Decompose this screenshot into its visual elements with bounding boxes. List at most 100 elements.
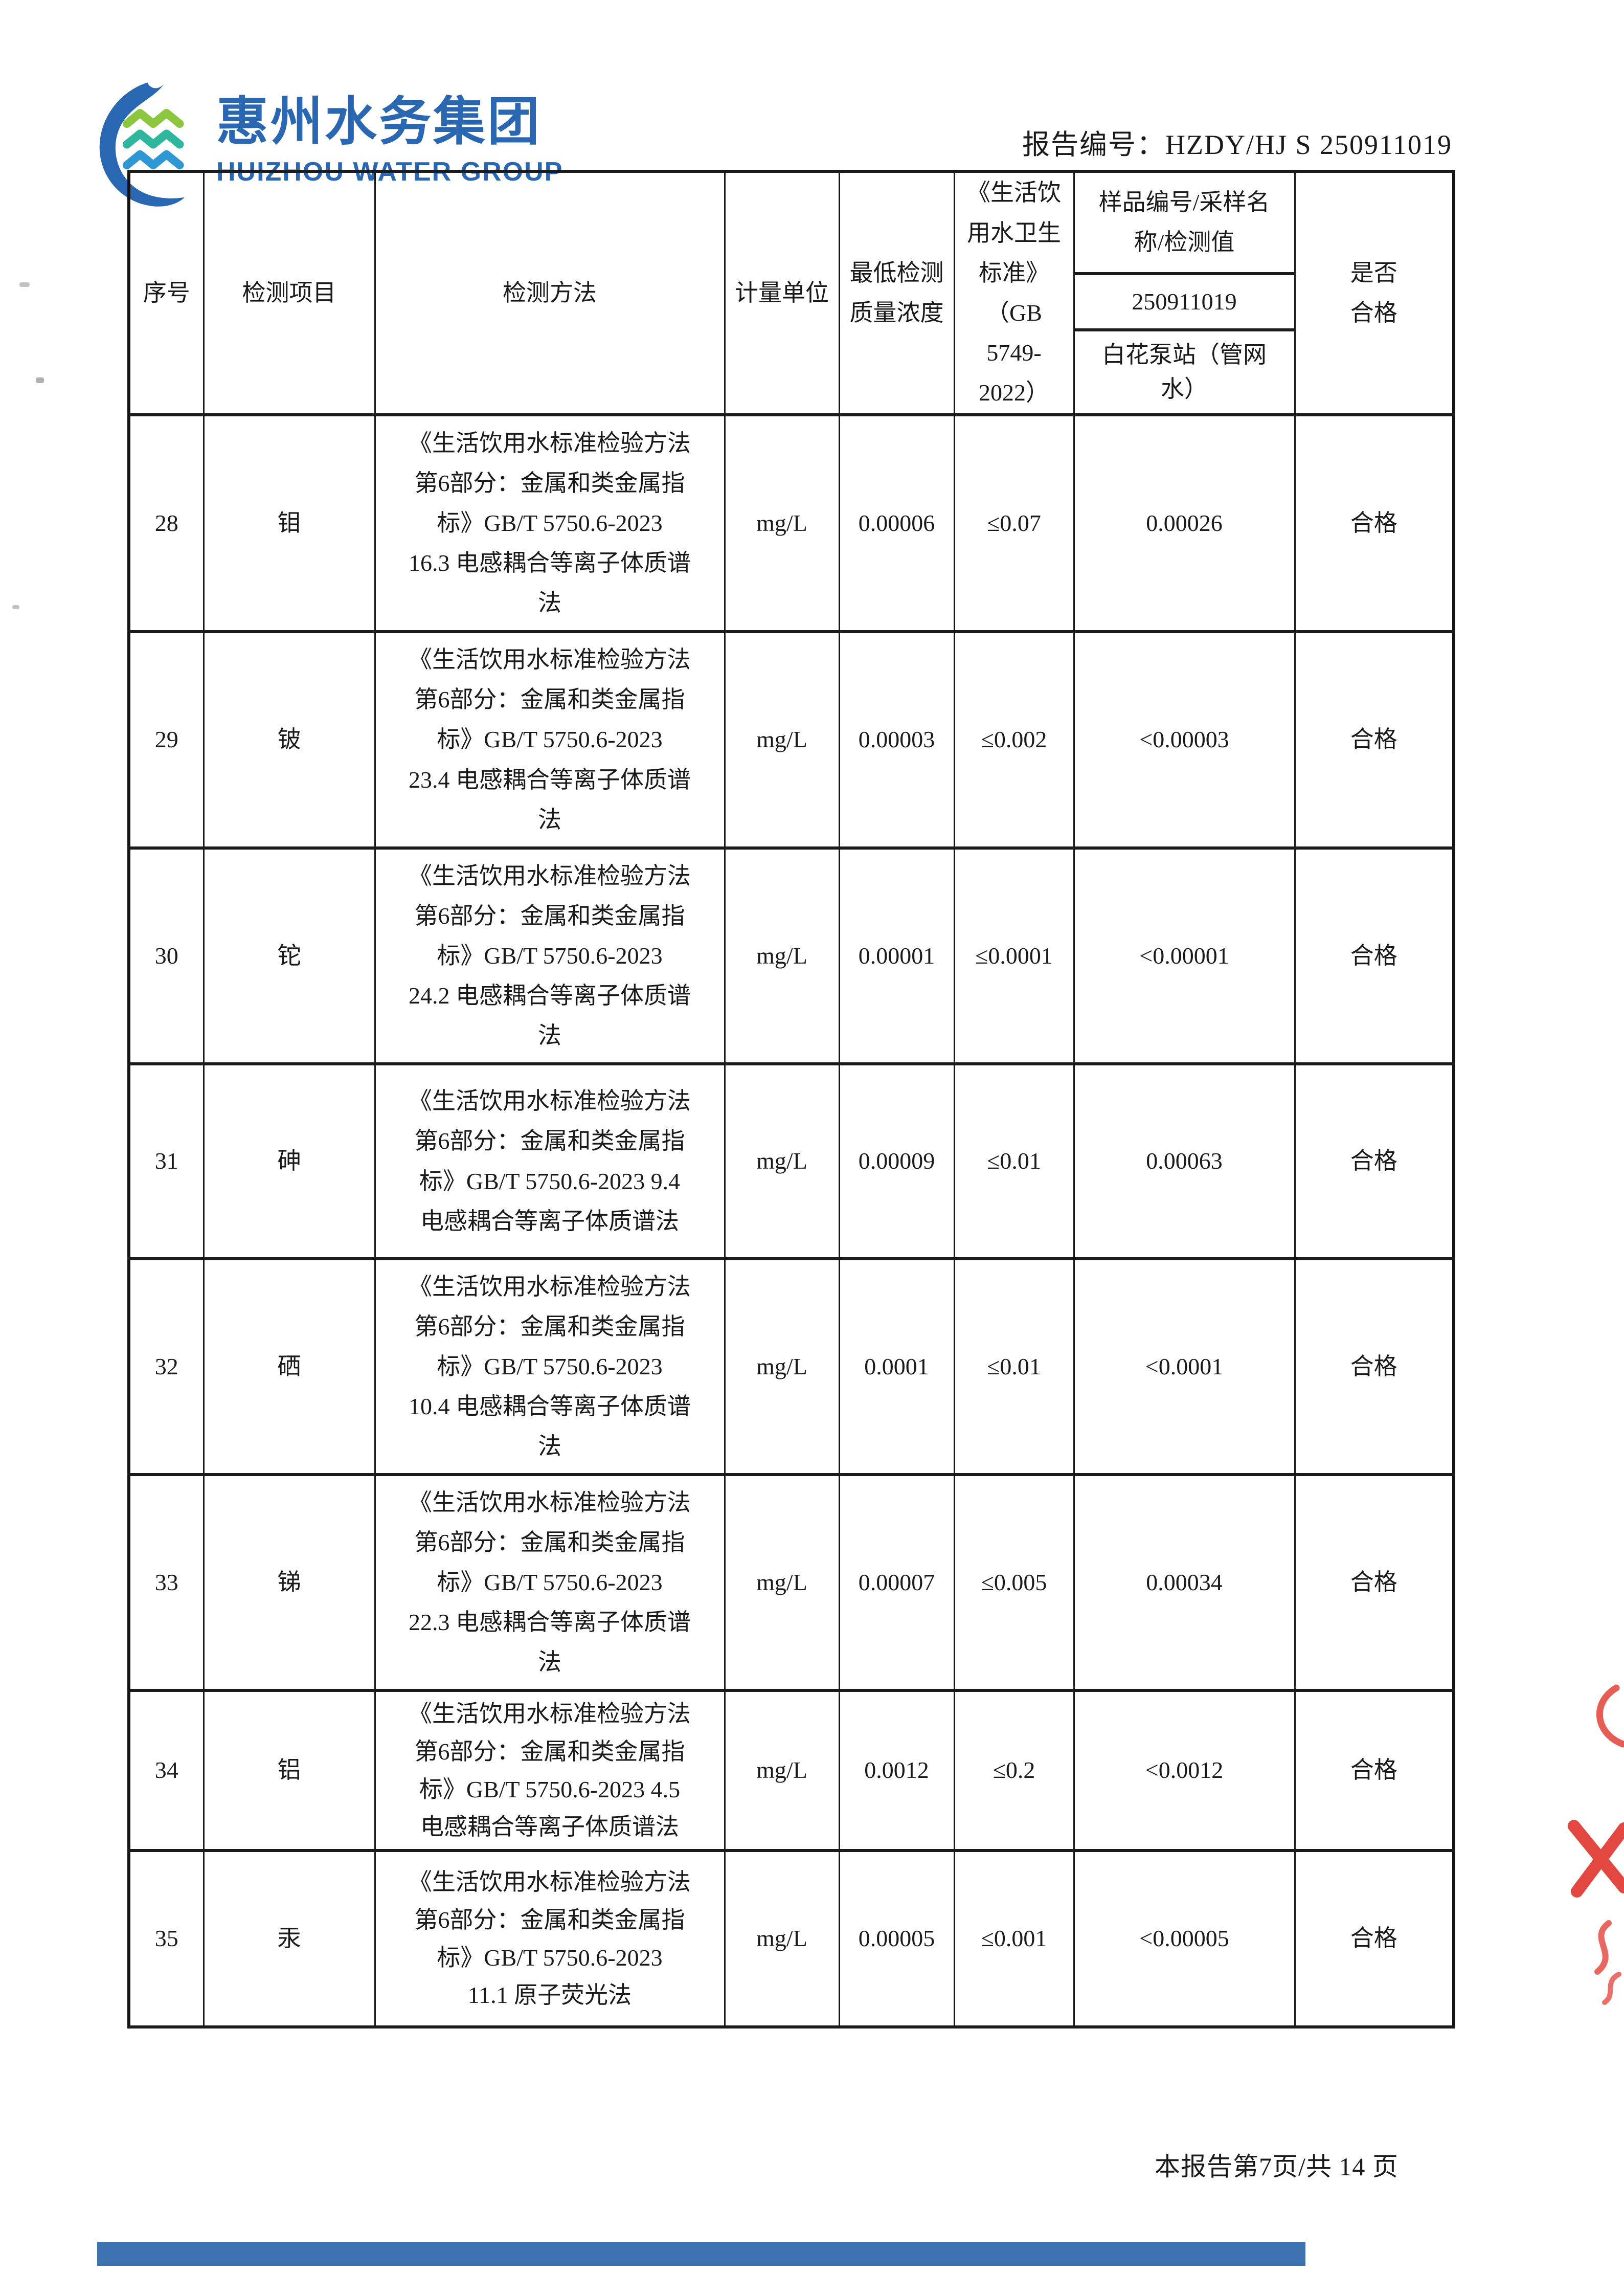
cell-standard: ≤0.005 (953, 1473, 1075, 1692)
scan-speck (19, 282, 30, 287)
table-row: 34 铝 《生活饮用水标准检验方法 第6部分：金属和类金属指 标》GB/T 57… (128, 1689, 1455, 1852)
wave-teal (122, 129, 184, 149)
wave-blue (122, 150, 184, 169)
sample-number: 250911019 (1073, 272, 1296, 331)
test-results-table: 序号 检测项目 检测方法 计量单位 最低检测 质量浓度 《生活饮 用水卫生 标准… (127, 170, 1455, 2028)
table-row: 29 铍 《生活饮用水标准检验方法 第6部分：金属和类金属指 标》GB/T 57… (128, 630, 1455, 850)
col-header-result: 是否 合格 (1294, 170, 1455, 416)
stamp-stroke (1594, 1920, 1612, 1975)
stamp-cross (1568, 1820, 1624, 1898)
cell-standard: ≤0.002 (953, 630, 1075, 850)
cell-result: 合格 (1294, 1257, 1455, 1476)
cell-item: 汞 (202, 1849, 376, 2028)
cell-limit: 0.00005 (838, 1849, 955, 2028)
col-header-method: 检测方法 (374, 170, 726, 416)
cell-value: 0.00026 (1073, 413, 1296, 633)
col-header-item: 检测项目 (202, 170, 376, 416)
cell-value: <0.00005 (1073, 1849, 1296, 2028)
cell-unit: mg/L (724, 1849, 840, 2028)
cell-no: 30 (128, 846, 205, 1065)
cell-unit: mg/L (724, 1689, 840, 1852)
col-header-sample: 样品编号/采样名 称/检测值 (1073, 170, 1296, 275)
table-row: 30 铊 《生活饮用水标准检验方法 第6部分：金属和类金属指 标》GB/T 57… (128, 846, 1455, 1065)
cell-unit: mg/L (724, 1062, 840, 1260)
cell-limit: 0.00009 (838, 1062, 955, 1260)
cell-no: 28 (128, 413, 205, 633)
col-header-no: 序号 (128, 170, 205, 416)
red-stamp-fragment (1547, 1667, 1624, 2005)
table-row: 28 钼 《生活饮用水标准检验方法 第6部分：金属和类金属指 标》GB/T 57… (128, 413, 1455, 633)
cell-method: 《生活饮用水标准检验方法 第6部分：金属和类金属指 标》GB/T 5750.6-… (374, 630, 726, 850)
cell-limit: 0.00006 (838, 413, 955, 633)
cell-item: 铊 (202, 846, 376, 1065)
scan-speck (36, 377, 44, 383)
cell-value: 0.00034 (1073, 1473, 1296, 1692)
cell-result: 合格 (1294, 1062, 1455, 1260)
report-number: 报告编号：HZDY/HJ S 250911019 (1022, 129, 1452, 160)
cell-method: 《生活饮用水标准检验方法 第6部分：金属和类金属指 标》GB/T 5750.6-… (374, 1257, 726, 1476)
cell-item: 硒 (202, 1257, 376, 1476)
cell-result: 合格 (1294, 1849, 1455, 2028)
cell-standard: ≤0.001 (953, 1849, 1075, 2028)
cell-method: 《生活饮用水标准检验方法 第6部分：金属和类金属指 标》GB/T 5750.6-… (374, 1849, 726, 2028)
cell-result: 合格 (1294, 846, 1455, 1065)
cell-limit: 0.00003 (838, 630, 955, 850)
logo-title-zh: 惠州水务集团 (216, 93, 542, 151)
cell-method: 《生活饮用水标准检验方法 第6部分：金属和类金属指 标》GB/T 5750.6-… (374, 1062, 726, 1260)
cell-limit: 0.0001 (838, 1257, 955, 1476)
cell-unit: mg/L (724, 630, 840, 850)
water-drop-waves-icon (99, 82, 185, 207)
cell-no: 31 (128, 1062, 205, 1260)
cell-method: 《生活饮用水标准检验方法 第6部分：金属和类金属指 标》GB/T 5750.6-… (374, 1689, 726, 1852)
cell-item: 铝 (202, 1689, 376, 1852)
cell-standard: ≤0.2 (953, 1689, 1075, 1852)
table-row: 35 汞 《生活饮用水标准检验方法 第6部分：金属和类金属指 标》GB/T 57… (128, 1849, 1455, 2028)
cell-value: <0.0001 (1073, 1257, 1296, 1476)
cell-no: 33 (128, 1473, 205, 1692)
cell-standard: ≤0.0001 (953, 846, 1075, 1065)
table-row: 33 锑 《生活饮用水标准检验方法 第6部分：金属和类金属指 标》GB/T 57… (128, 1473, 1455, 1692)
cell-result: 合格 (1294, 1473, 1455, 1692)
cell-unit: mg/L (724, 413, 840, 633)
cell-item: 钼 (202, 413, 376, 633)
cell-no: 32 (128, 1257, 205, 1476)
cell-limit: 0.00001 (838, 846, 955, 1065)
cell-no: 29 (128, 630, 205, 850)
cell-limit: 0.00007 (838, 1473, 955, 1692)
col-header-standard: 《生活饮 用水卫生 标准》 （GB 5749- 2022） (953, 170, 1075, 416)
cell-method: 《生活饮用水标准检验方法 第6部分：金属和类金属指 标》GB/T 5750.6-… (374, 413, 726, 633)
stamp-stroke (1596, 1684, 1624, 1748)
page-number: 本报告第7页/共 14 页 (1155, 2152, 1399, 2181)
cell-result: 合格 (1294, 413, 1455, 633)
table-row: 31 砷 《生活饮用水标准检验方法 第6部分：金属和类金属指 标》GB/T 57… (128, 1062, 1455, 1260)
cell-result: 合格 (1294, 630, 1455, 850)
cell-value: <0.00003 (1073, 630, 1296, 850)
cell-unit: mg/L (724, 1257, 840, 1476)
cell-method: 《生活饮用水标准检验方法 第6部分：金属和类金属指 标》GB/T 5750.6-… (374, 846, 726, 1065)
table-row: 32 硒 《生活饮用水标准检验方法 第6部分：金属和类金属指 标》GB/T 57… (128, 1257, 1455, 1476)
cell-value: <0.00001 (1073, 846, 1296, 1065)
cell-no: 35 (128, 1849, 205, 2028)
scan-speck (12, 605, 19, 609)
cell-item: 锑 (202, 1473, 376, 1692)
col-header-limit: 最低检测 质量浓度 (838, 170, 955, 416)
crescent-shape (99, 82, 185, 207)
col-header-unit: 计量单位 (724, 170, 840, 416)
footer-bar (97, 2242, 1305, 2266)
cell-no: 34 (128, 1689, 205, 1852)
cell-standard: ≤0.01 (953, 1257, 1075, 1476)
cell-method: 《生活饮用水标准检验方法 第6部分：金属和类金属指 标》GB/T 5750.6-… (374, 1473, 726, 1692)
cell-result: 合格 (1294, 1689, 1455, 1852)
cell-unit: mg/L (724, 1473, 840, 1692)
cell-value: 0.00063 (1073, 1062, 1296, 1260)
cell-value: <0.0012 (1073, 1689, 1296, 1852)
sample-name: 白花泵站（管网 水） (1073, 328, 1296, 416)
cell-standard: ≤0.07 (953, 413, 1075, 633)
wave-green (122, 108, 184, 128)
cell-item: 砷 (202, 1062, 376, 1260)
cell-item: 铍 (202, 630, 376, 850)
cell-limit: 0.0012 (838, 1689, 955, 1852)
stamp-stroke (1602, 1972, 1621, 2005)
cell-standard: ≤0.01 (953, 1062, 1075, 1260)
